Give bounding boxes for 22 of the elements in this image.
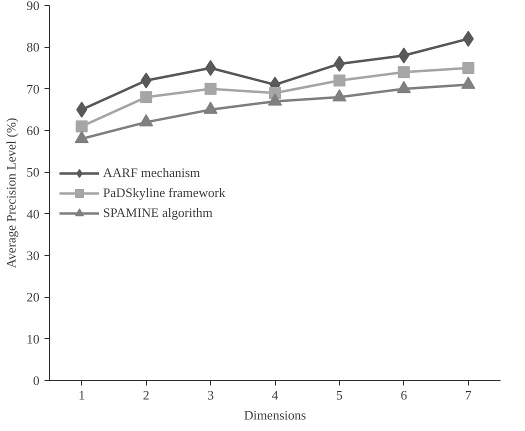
y-tick-label: 70 xyxy=(26,81,40,96)
legend-label: AARF mechanism xyxy=(103,164,200,180)
y-tick-label: 60 xyxy=(26,123,40,138)
legend-label: PaDSkyline framework xyxy=(103,184,226,200)
x-tick-label: 1 xyxy=(78,388,85,402)
y-tick-label: 50 xyxy=(26,164,40,180)
y-tick-label: 40 xyxy=(26,206,40,222)
y-axis-title: Average Precision Level (%) xyxy=(4,118,18,268)
x-tick-label: 4 xyxy=(272,388,279,402)
y-tick-label: 80 xyxy=(26,40,40,55)
x-axis-title: Dimensions xyxy=(244,408,306,422)
x-tick-label: 2 xyxy=(142,388,150,402)
x-tick-label: 7 xyxy=(465,388,472,402)
x-tick-label: 5 xyxy=(336,388,343,402)
x-tick-label: 6 xyxy=(400,388,408,402)
y-tick-label: 90 xyxy=(26,0,40,13)
y-tick-label: 10 xyxy=(26,331,40,346)
x-tick-label: 3 xyxy=(207,388,214,402)
legend-label: SPAMINE algorithm xyxy=(103,204,213,220)
y-tick-label: 30 xyxy=(26,248,40,263)
y-tick-label: 0 xyxy=(33,373,40,388)
y-tick-label: 20 xyxy=(26,290,40,305)
